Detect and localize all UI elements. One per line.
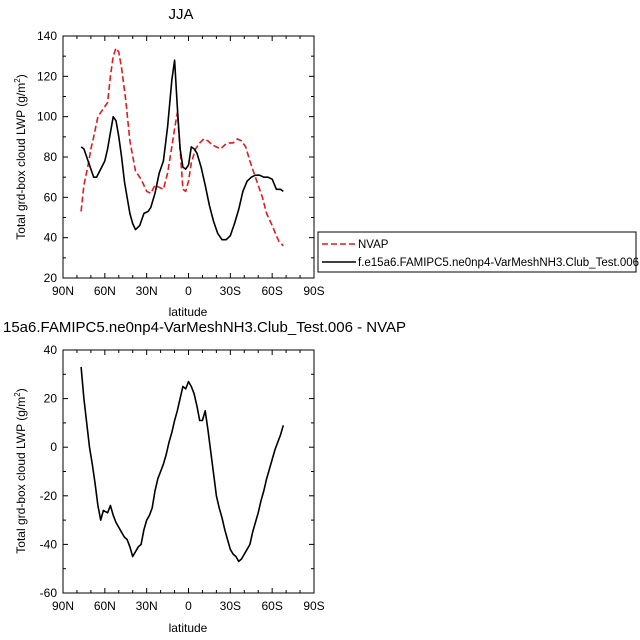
x-tick-label: 0 <box>185 284 192 298</box>
x-tick-label: 90S <box>303 284 324 298</box>
chart-bottom: 15a6.FAMIPC5.ne0np4-VarMeshNH3.Club_Test… <box>3 319 406 635</box>
chart-bottom-ylabel-main: Total grd-box cloud LWP (g/m <box>14 397 28 554</box>
y-tick-label: 140 <box>37 29 57 43</box>
chart-top-series-layer <box>80 47 284 247</box>
chart-top-title: JJA <box>168 6 193 23</box>
x-tick-label: 90S <box>303 599 324 613</box>
y-tick-label: 60 <box>44 190 58 204</box>
chart-top-ylabel-main: Total grd-box cloud LWP (g/m <box>14 83 28 240</box>
y-tick-label: 40 <box>44 231 58 245</box>
y-tick-label: 120 <box>37 69 57 83</box>
x-tick-label: 0 <box>185 599 192 613</box>
x-tick-label: 60S <box>261 599 282 613</box>
x-tick-label: 30N <box>136 599 158 613</box>
y-tick-label: 40 <box>44 343 58 357</box>
x-tick-label: 60N <box>94 599 116 613</box>
chart-top-plot-frame <box>62 35 315 279</box>
y-tick-label: 0 <box>50 440 57 454</box>
chart-top-xlabel: latitude <box>169 305 208 319</box>
x-tick-label: 90N <box>52 284 74 298</box>
chart-bottom-plot-frame <box>62 349 315 594</box>
chart-bottom-ylabel-sup: 2 <box>13 392 22 397</box>
legend-label-model: f.e15a6.FAMIPC5.ne0np4-VarMeshNH3.Club_T… <box>358 257 639 269</box>
x-tick-label: 60S <box>261 284 282 298</box>
chart-bottom-xlabel: latitude <box>169 621 208 635</box>
x-tick-label: 60N <box>94 284 116 298</box>
y-tick-label: -40 <box>40 537 58 551</box>
x-tick-label: 90N <box>52 599 74 613</box>
y-tick-label: -20 <box>40 489 58 503</box>
chart-top-legend: NVAP f.e15a6.FAMIPC5.ne0np4-VarMeshNH3.C… <box>317 231 639 273</box>
y-tick-label: 20 <box>44 271 58 285</box>
chart-bottom-series-layer <box>80 366 285 563</box>
chart-top: JJA 90N 60N 30N 0 30S 60S 90S 20 40 60 80 100 120 140… <box>13 6 639 319</box>
legend-frame <box>317 231 637 273</box>
series-line-f-e15a6-famipc5-ne0np4-varmeshnh3-club-test-006 <box>80 59 284 241</box>
y-tick-label: 20 <box>44 392 58 406</box>
legend-label-nvap: NVAP <box>358 239 389 251</box>
chart-bottom-ticks: 90N 60N 30N 0 30S 60S 90S -60 -40 -20 0 20 40 <box>40 343 325 613</box>
chart-bottom-ylabel-close: ) <box>14 388 28 392</box>
x-tick-label: 30N <box>136 284 158 298</box>
x-tick-label: 30S <box>220 599 241 613</box>
series-line-series-0 <box>80 366 285 563</box>
y-tick-label: 100 <box>37 110 57 124</box>
x-tick-label: 30S <box>220 284 241 298</box>
chart-top-ylabel-close: ) <box>14 74 28 78</box>
y-tick-label: 80 <box>44 150 58 164</box>
chart-bottom-ylabel: Total grd-box cloud LWP (g/m2) <box>13 388 28 553</box>
y-tick-label: -60 <box>40 586 58 600</box>
chart-bottom-title: 15a6.FAMIPC5.ne0np4-VarMeshNH3.Club_Test… <box>3 319 406 336</box>
chart-top-ylabel: Total grd-box cloud LWP (g/m2) <box>13 74 28 239</box>
series-line-nvap <box>80 47 284 247</box>
chart-top-ticks: 90N 60N 30N 0 30S 60S 90S 20 40 60 80 100 120 140 <box>37 29 325 298</box>
chart-top-ylabel-sup: 2 <box>13 78 22 83</box>
